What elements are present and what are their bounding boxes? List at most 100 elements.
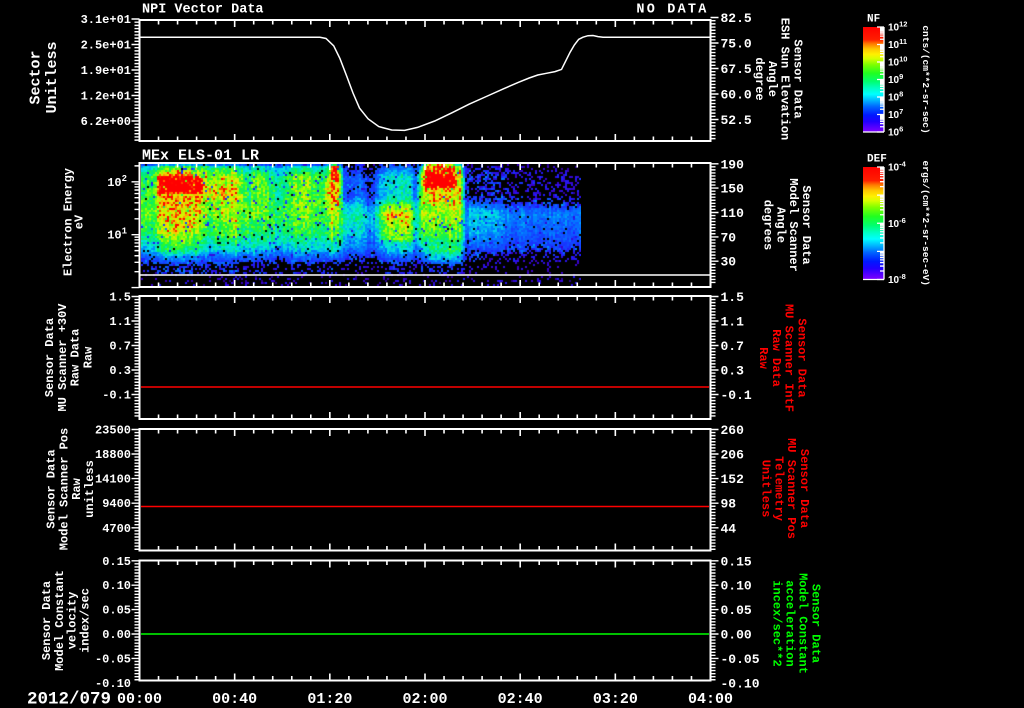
svg-text:Model Constant: Model Constant [796,573,810,674]
svg-text:Sector: Sector [27,50,44,104]
svg-text:velocity: velocity [66,592,80,650]
svg-text:Model Constant: Model Constant [53,570,67,671]
svg-text:107: 107 [888,107,903,121]
svg-text:04:00: 04:00 [688,691,733,708]
svg-text:-0.05: -0.05 [721,652,760,667]
svg-text:6.2e+00: 6.2e+00 [81,115,131,129]
svg-text:Model Scanner: Model Scanner [786,178,800,272]
svg-text:98: 98 [721,497,737,512]
svg-text:52.5: 52.5 [721,113,752,128]
svg-text:-0.05: -0.05 [95,652,131,666]
svg-text:-0.1: -0.1 [102,389,131,403]
svg-text:0.7: 0.7 [721,339,744,354]
svg-text:18800: 18800 [95,448,131,462]
svg-text:01:20: 01:20 [307,691,352,708]
svg-text:degrees: degrees [761,200,775,250]
svg-text:acceleration: acceleration [783,580,797,666]
svg-text:0.3: 0.3 [721,364,745,379]
svg-text:MEx ELS-01 LR: MEx ELS-01 LR [142,148,259,165]
svg-text:1.5: 1.5 [721,290,745,305]
svg-text:101: 101 [107,227,127,243]
svg-text:14100: 14100 [95,473,131,487]
svg-text:10-4: 10-4 [888,160,907,174]
svg-text:Sensor Data: Sensor Data [797,449,811,528]
svg-text:Raw: Raw [70,477,84,499]
svg-text:degree: degree [752,57,766,100]
svg-text:4700: 4700 [102,522,131,536]
svg-text:0.10: 0.10 [102,579,131,593]
svg-text:10-8: 10-8 [888,272,906,286]
svg-text:-0.10: -0.10 [95,677,131,691]
svg-text:NF: NF [867,14,880,26]
svg-text:70: 70 [721,230,737,245]
svg-text:-0.1: -0.1 [721,388,752,403]
svg-text:2.5e+01: 2.5e+01 [81,39,131,53]
svg-text:0.10: 0.10 [721,579,752,594]
svg-text:106: 106 [888,125,903,139]
svg-text:44: 44 [721,521,737,536]
svg-text:1010: 1010 [888,55,907,69]
svg-text:eV: eV [73,214,87,229]
svg-text:82.5: 82.5 [721,11,752,26]
svg-text:Raw: Raw [756,347,770,369]
svg-text:260: 260 [721,423,745,438]
svg-text:0.3: 0.3 [109,364,131,378]
svg-text:Raw Data: Raw Data [769,329,783,387]
svg-text:150: 150 [721,182,745,197]
svg-text:03:20: 03:20 [593,691,638,708]
svg-text:206: 206 [721,448,745,463]
svg-text:1.2e+01: 1.2e+01 [81,90,131,104]
svg-text:ESH Sun Elevation: ESH Sun Elevation [778,18,792,140]
svg-text:0.05: 0.05 [102,604,131,618]
svg-text:Sensor Data: Sensor Data [799,185,813,264]
svg-text:incex/sec**2: incex/sec**2 [770,580,784,666]
svg-text:108: 108 [888,90,903,104]
svg-text:Raw Data: Raw Data [69,329,83,387]
svg-text:0.15: 0.15 [102,555,131,569]
svg-text:67.5: 67.5 [721,62,752,77]
svg-text:1.1: 1.1 [721,315,745,330]
svg-text:30: 30 [721,255,737,270]
svg-text:MU Scanner Pos: MU Scanner Pos [784,438,798,539]
svg-text:2012/079: 2012/079 [27,690,111,708]
svg-text:Sensor Data: Sensor Data [43,318,57,397]
svg-text:Sensor Data: Sensor Data [791,39,805,118]
svg-text:0.05: 0.05 [721,603,752,618]
svg-text:Raw: Raw [81,346,95,368]
svg-text:23500: 23500 [95,424,131,438]
svg-text:152: 152 [721,472,745,487]
svg-text:75.0: 75.0 [721,37,752,52]
svg-text:Model Scanner Pos: Model Scanner Pos [57,428,71,550]
svg-text:-0.10: -0.10 [721,676,760,691]
svg-text:DEF: DEF [867,154,887,166]
svg-text:MU Scanner IntF: MU Scanner IntF [782,304,796,412]
svg-text:02:40: 02:40 [498,691,543,708]
svg-text:Unitless: Unitless [44,41,61,113]
svg-text:9400: 9400 [102,497,131,511]
svg-text:0.00: 0.00 [102,628,131,642]
svg-text:60.0: 60.0 [721,88,752,103]
svg-text:Angle: Angle [773,207,787,243]
svg-text:00:00: 00:00 [117,691,162,708]
svg-text:1012: 1012 [888,20,907,34]
svg-text:102: 102 [107,174,127,190]
svg-text:0.15: 0.15 [721,554,752,569]
svg-text:02:00: 02:00 [402,691,447,708]
svg-text:190: 190 [721,157,745,172]
svg-text:1.9e+01: 1.9e+01 [81,64,131,78]
svg-text:109: 109 [888,72,903,86]
svg-text:1.1: 1.1 [109,315,131,329]
svg-text:Telemetry: Telemetry [771,456,785,521]
svg-text:10-6: 10-6 [888,216,906,230]
svg-text:cnts/(cm**2-sr-sec): cnts/(cm**2-sr-sec) [920,25,931,133]
svg-text:Unitless: Unitless [759,460,773,518]
svg-text:1011: 1011 [888,37,907,51]
svg-text:Sensor Data: Sensor Data [45,449,59,528]
svg-text:unitless: unitless [83,460,97,518]
svg-text:NPI Vector Data: NPI Vector Data [142,3,264,18]
svg-text:00:40: 00:40 [212,691,257,708]
svg-text:NO DATA: NO DATA [636,3,708,18]
svg-text:Sensor Data: Sensor Data [40,581,54,660]
svg-text:Electron Energy: Electron Energy [62,168,76,276]
svg-text:ergs/(cm**2-sr-sec-eV): ergs/(cm**2-sr-sec-eV) [920,161,931,286]
